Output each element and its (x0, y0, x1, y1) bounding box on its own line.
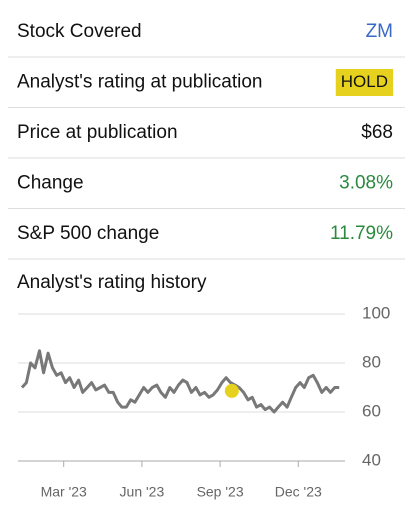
x-tick-label: Dec '23 (275, 484, 322, 500)
x-tick-label: Mar '23 (41, 484, 87, 500)
rating-badge (335, 69, 393, 96)
y-tick-label: 40 (362, 450, 381, 469)
row-value: $68 (361, 122, 393, 143)
y-tick-label: 100 (362, 303, 390, 322)
x-tick-label: Sep '23 (197, 484, 244, 500)
row-value: HOLD (341, 72, 388, 91)
rating-line (20, 349, 340, 414)
row-label: Price at publication (17, 122, 178, 143)
row-label: Stock Covered (17, 21, 142, 42)
publication-marker (224, 383, 239, 398)
row-value: ZM (366, 21, 393, 42)
row-value: 3.08% (339, 173, 393, 194)
x-tick-label: Jun '23 (120, 484, 165, 500)
row-label: Analyst's rating at publication (17, 72, 263, 93)
chart-title: Analyst's rating history (17, 272, 207, 293)
row-label: S&P 500 change (17, 223, 159, 244)
y-tick-label: 80 (362, 352, 381, 371)
row-value: 11.79% (330, 223, 393, 244)
row-label: Change (17, 173, 84, 194)
y-tick-label: 60 (362, 401, 381, 420)
